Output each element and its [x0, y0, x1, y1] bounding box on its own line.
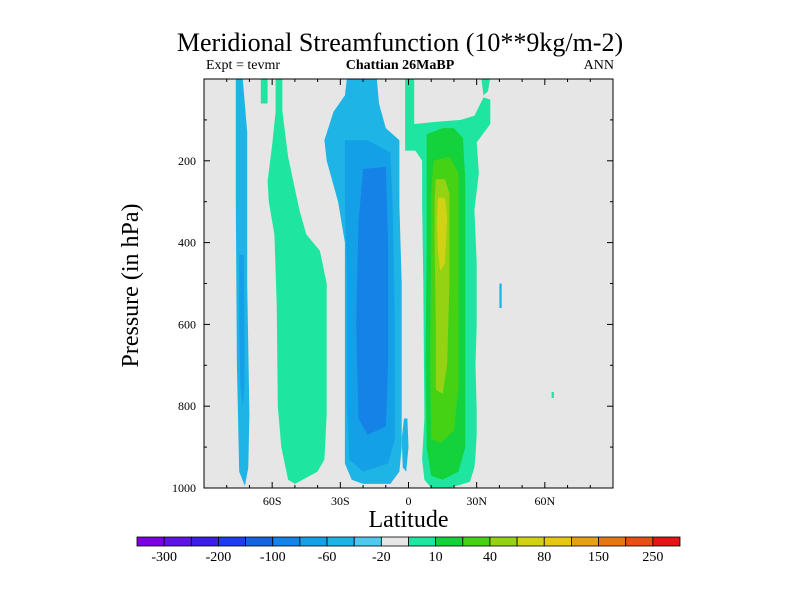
x-tick-label: 0 [406, 494, 412, 508]
colorbar-label: 250 [642, 550, 663, 565]
chart-title: Meridional Streamfunction (10**9kg/m-2) [176, 28, 624, 57]
colorbar-label: -60 [318, 550, 337, 565]
colorbar-label: 40 [483, 550, 497, 565]
x-tick-label: 30N [466, 494, 487, 508]
colorbar-swatch [163, 536, 192, 547]
x-tick-label: 60N [534, 494, 555, 508]
colorbar-label: -20 [372, 550, 391, 565]
tropical-neg-core [356, 166, 389, 435]
colorbar-swatch [408, 536, 437, 547]
y-tick-label: 800 [178, 399, 196, 413]
polar-cell-inner [239, 254, 245, 407]
colorbar-swatch [190, 536, 219, 547]
colorbar-swatch [353, 536, 382, 547]
y-tick-label: 400 [178, 236, 196, 250]
experiment-label: Expt = tevmr [206, 58, 280, 73]
period-label: Chattian 26MaBP [345, 58, 455, 73]
colorbar-swatch [652, 536, 681, 547]
colorbar-label: -100 [260, 550, 286, 565]
northern-speck [499, 283, 502, 308]
contour-fields [204, 79, 613, 488]
season-label: ANN [583, 58, 614, 73]
y-axis-label: Pressure (in hPa) [118, 204, 144, 368]
colorbar-label: 80 [537, 550, 551, 565]
y-tick-label: 200 [178, 154, 196, 168]
colorbar-swatch [489, 536, 518, 547]
colorbar-label: 10 [429, 550, 443, 565]
colorbar-label: 150 [588, 550, 609, 565]
colorbar-swatch [543, 536, 572, 547]
tropical-pos-peak [436, 197, 448, 272]
colorbar-swatch [571, 536, 599, 547]
colorbar-swatch [625, 536, 654, 547]
colorbar-swatch [218, 536, 246, 547]
x-axis-label: Latitude [369, 507, 449, 533]
x-axis: 60S 30S 0 30N 60N [226, 79, 591, 508]
colorbar-swatch [136, 536, 165, 547]
arctic-speck [551, 391, 554, 398]
colorbar-swatch [326, 536, 355, 547]
colorbar-swatch [380, 536, 409, 547]
y-tick-label: 600 [178, 317, 196, 331]
equatorial-negative-blob [401, 418, 409, 472]
colorbar-label: -300 [151, 550, 177, 565]
colorbar-swatch [516, 536, 545, 547]
colorbar-swatch [462, 536, 491, 547]
colorbar-label: -200 [206, 550, 232, 565]
y-axis: 200 400 600 800 1000 [172, 119, 613, 495]
colorbar-swatch [299, 536, 328, 547]
colorbar-swatch [272, 536, 301, 547]
northern-plume [481, 79, 490, 96]
x-tick-label: 60S [263, 494, 282, 508]
colorbar-swatch [435, 536, 464, 547]
y-tick-label: 1000 [172, 481, 196, 495]
colorbar-swatch [598, 536, 627, 547]
midlat-cell-main [267, 79, 327, 484]
colorbar: -300 -200 -100 -60 -20 10 40 80 150 250 [136, 536, 681, 565]
midlat-cell-plume-a [260, 79, 268, 104]
x-tick-label: 30S [331, 494, 350, 508]
colorbar-swatch [245, 536, 274, 547]
